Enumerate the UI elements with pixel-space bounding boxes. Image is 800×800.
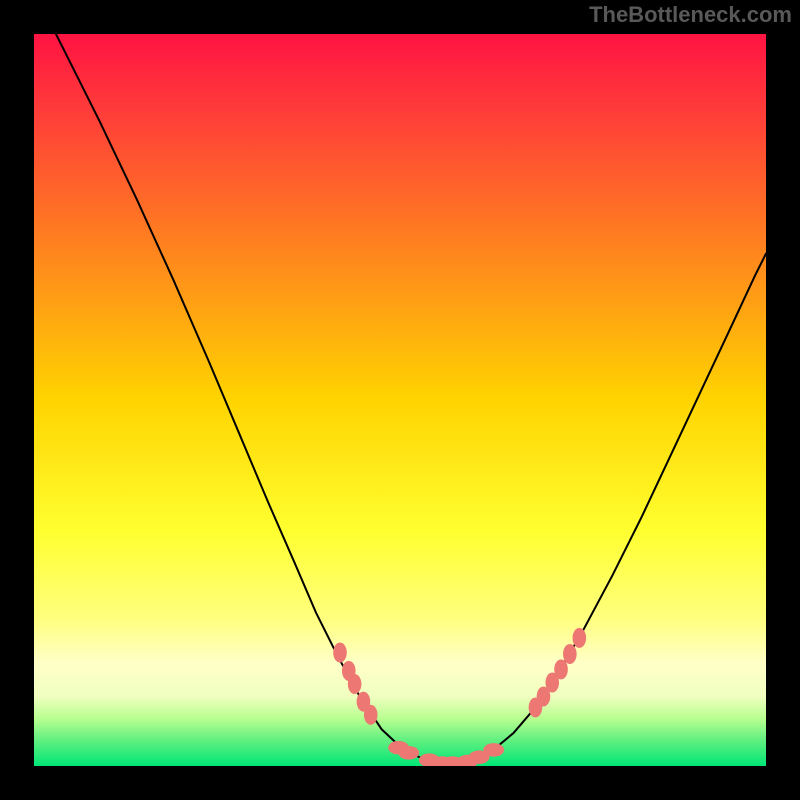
curve-marker [563,644,577,664]
watermark-text: TheBottleneck.com [589,2,792,28]
curve-marker [554,659,568,679]
curve-marker [333,643,347,663]
curve-marker [398,746,419,760]
plot-svg [34,34,766,766]
curve-marker [573,628,587,648]
gradient-background [34,34,766,766]
curve-marker [483,743,504,757]
chart-container: TheBottleneck.com [0,0,800,800]
curve-marker [348,674,362,694]
plot-area [30,30,770,770]
curve-marker [364,705,378,725]
